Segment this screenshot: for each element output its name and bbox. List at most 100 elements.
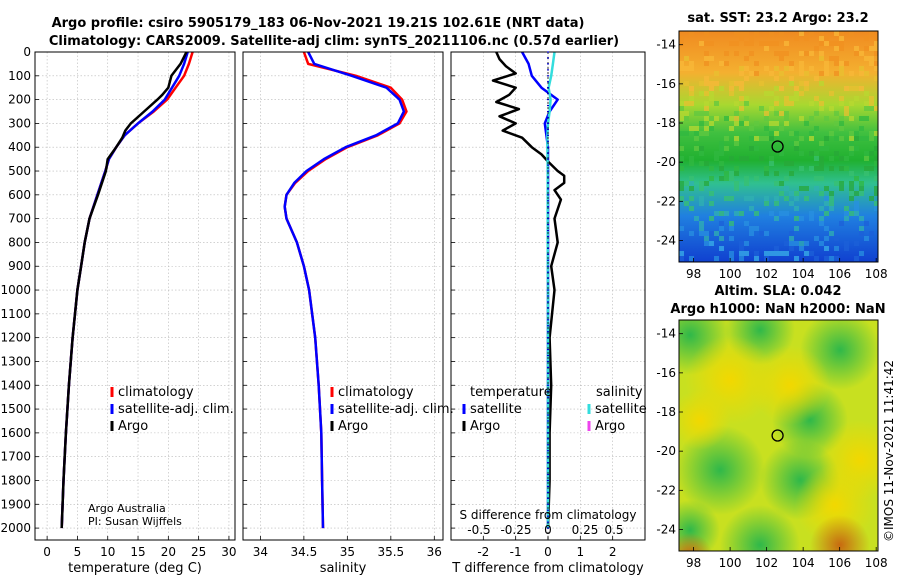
- sst-pixel: [684, 131, 689, 136]
- sst-pixel: [854, 211, 859, 216]
- sst-pixel: [744, 76, 749, 81]
- sla-map-xtick-label: 98: [686, 556, 701, 570]
- sst-pixel: [869, 106, 874, 111]
- depth-tick-label: 1000: [0, 283, 31, 297]
- sst-pixel: [869, 136, 874, 141]
- sst-pixel: [859, 186, 864, 191]
- difference-temperature-legend-label: satellite: [470, 402, 522, 417]
- sst-pixel: [849, 171, 854, 176]
- sst-pixel: [759, 106, 764, 111]
- sst-pixel: [719, 236, 724, 241]
- sst-pixel: [819, 241, 824, 246]
- sst-pixel: [794, 196, 799, 201]
- sla-blob: [679, 390, 730, 450]
- figure-title-line2: Climatology: CARS2009. Satellite-adj cli…: [49, 34, 619, 49]
- sst-pixel: [729, 126, 734, 131]
- sst-pixel: [734, 211, 739, 216]
- sst-pixel: [779, 211, 784, 216]
- sst-pixel: [714, 256, 719, 261]
- sst-pixel: [819, 191, 824, 196]
- sst-pixel: [809, 151, 814, 156]
- sla-map-ytick-label: -22: [656, 483, 676, 497]
- sst-pixel: [789, 101, 794, 106]
- difference-s-tick-label: -0.5: [467, 523, 490, 537]
- sst-pixel: [794, 146, 799, 151]
- depth-tick-label: 1400: [0, 378, 31, 392]
- sst-map-xtick-label: 104: [792, 267, 815, 281]
- sst-pixel: [739, 256, 744, 261]
- sst-pixel: [704, 101, 709, 106]
- sst-pixel: [854, 136, 859, 141]
- sst-pixel: [744, 181, 749, 186]
- sst-pixel: [744, 96, 749, 101]
- credit-line2: PI: Susan Wijffels: [88, 515, 182, 528]
- salinity-panel: 34 34.5 35 35.5 36 salinity: [242, 51, 444, 576]
- sst-pixel: [869, 101, 874, 106]
- difference-temperature-legend-label: Argo: [470, 419, 500, 434]
- sst-pixel: [794, 206, 799, 211]
- depth-tick-label: 200: [8, 93, 31, 107]
- sst-pixel: [824, 66, 829, 71]
- sst-pixel: [744, 56, 749, 61]
- sst-pixel: [799, 246, 804, 251]
- sst-pixel: [784, 161, 789, 166]
- sst-pixel: [689, 31, 694, 36]
- sst-pixel: [784, 41, 789, 46]
- sst-pixel: [794, 96, 799, 101]
- sst-pixel: [754, 226, 759, 231]
- sst-pixel: [844, 166, 849, 171]
- sst-pixel: [699, 181, 704, 186]
- depth-tick-label: 1200: [0, 331, 31, 345]
- sst-pixel: [839, 96, 844, 101]
- sst-pixel: [784, 251, 789, 256]
- sst-pixel: [829, 206, 834, 211]
- sst-pixel: [829, 106, 834, 111]
- sst-pixel: [844, 61, 849, 66]
- sst-pixel: [679, 36, 684, 41]
- salinity-legend-label: satellite-adj. clim.: [338, 402, 454, 417]
- sst-pixel: [799, 241, 804, 246]
- sst-pixel: [729, 81, 734, 86]
- sst-pixel: [699, 231, 704, 236]
- sst-pixel: [849, 141, 854, 146]
- sst-pixel: [864, 101, 869, 106]
- figure-title-line1: Argo profile: csiro 5905179_183 06-Nov-2…: [52, 16, 585, 31]
- sst-pixel: [859, 66, 864, 71]
- sst-pixel: [859, 191, 864, 196]
- sst-pixel: [874, 186, 878, 191]
- sst-pixel: [754, 61, 759, 66]
- sst-pixel: [874, 206, 878, 211]
- sst-pixel: [849, 146, 854, 151]
- salinity-xtick-label: 34.5: [291, 545, 318, 559]
- sst-pixel: [704, 161, 709, 166]
- sst-pixel: [784, 51, 789, 56]
- sst-pixel: [699, 146, 704, 151]
- sla-blob: [750, 345, 830, 425]
- sst-pixel: [739, 251, 744, 256]
- sst-pixel: [719, 176, 724, 181]
- sst-pixel: [769, 161, 774, 166]
- temperature-xtick-label: 25: [191, 545, 206, 559]
- sst-pixel: [839, 126, 844, 131]
- sst-pixel: [789, 61, 794, 66]
- sst-pixel: [829, 256, 834, 261]
- sst-pixel: [839, 186, 844, 191]
- sst-pixel: [774, 251, 779, 256]
- sst-pixel: [694, 146, 699, 151]
- temperature-xtick-label: 10: [100, 545, 115, 559]
- sst-pixel: [749, 41, 754, 46]
- sst-pixel: [714, 81, 719, 86]
- sst-pixel: [729, 226, 734, 231]
- sst-pixel: [744, 221, 749, 226]
- sst-pixel: [789, 246, 794, 251]
- difference-salinity-legend-label: Argo: [595, 419, 625, 434]
- sst-pixel: [779, 86, 784, 91]
- sst-pixel: [684, 201, 689, 206]
- sst-pixel: [689, 96, 694, 101]
- sst-pixel: [829, 156, 834, 161]
- sst-pixel: [864, 36, 869, 41]
- sst-pixel: [779, 31, 784, 36]
- sst-pixel: [679, 41, 684, 46]
- sst-pixel: [739, 81, 744, 86]
